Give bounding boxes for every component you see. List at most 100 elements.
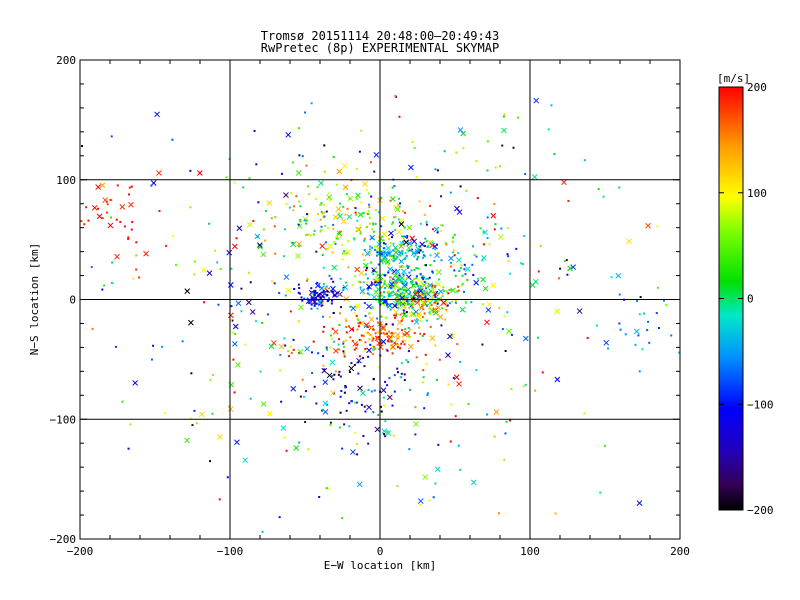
data-point-dot bbox=[321, 212, 324, 215]
data-point-x bbox=[335, 206, 342, 212]
data-point-dot bbox=[331, 290, 334, 293]
data-point-dot bbox=[648, 341, 651, 344]
data-point-dot bbox=[339, 230, 342, 233]
data-point-dot bbox=[291, 161, 294, 164]
data-point-dot bbox=[371, 339, 374, 342]
data-point-dot bbox=[405, 282, 408, 285]
data-point-x bbox=[576, 308, 583, 314]
data-point-x bbox=[348, 326, 355, 333]
data-point-x bbox=[386, 394, 393, 401]
data-point-x bbox=[359, 288, 366, 295]
data-point-dot bbox=[409, 388, 412, 391]
data-point-dot bbox=[510, 333, 513, 336]
data-point-dot bbox=[396, 304, 399, 307]
data-point-dot bbox=[390, 331, 393, 334]
data-point-dot bbox=[374, 222, 377, 225]
data-point-dot bbox=[279, 353, 282, 356]
data-point-dot bbox=[322, 296, 325, 299]
data-point-dot bbox=[295, 195, 298, 198]
data-point-dot bbox=[595, 324, 598, 327]
data-point-dot bbox=[284, 228, 287, 231]
data-point-x bbox=[392, 290, 399, 297]
data-point-dot bbox=[353, 312, 356, 315]
data-point-dot bbox=[440, 195, 443, 198]
data-point-dot bbox=[412, 296, 415, 299]
data-point-dot bbox=[400, 293, 403, 296]
data-point-x bbox=[533, 97, 540, 104]
data-point-dot bbox=[325, 248, 328, 251]
data-point-dot bbox=[421, 334, 424, 337]
data-point-dot bbox=[366, 280, 369, 283]
data-point-dot bbox=[436, 293, 439, 296]
data-point-dot bbox=[453, 269, 456, 272]
data-point-dot bbox=[388, 238, 391, 241]
data-point-dot bbox=[386, 292, 389, 295]
data-point-dot bbox=[389, 340, 392, 343]
data-point-x bbox=[184, 288, 191, 295]
data-point-dot bbox=[567, 199, 570, 202]
data-point-dot bbox=[405, 283, 408, 286]
data-point-dot bbox=[324, 241, 327, 244]
data-point-x bbox=[406, 224, 413, 231]
data-point-dot bbox=[547, 128, 550, 131]
data-point-dot bbox=[396, 344, 399, 347]
data-point-dot bbox=[342, 287, 345, 290]
data-point-dot bbox=[280, 172, 283, 175]
data-point-x bbox=[394, 206, 401, 213]
data-point-dot bbox=[381, 285, 384, 288]
data-point-dot bbox=[313, 294, 316, 297]
data-point-x bbox=[260, 401, 267, 408]
data-point-dot bbox=[284, 294, 287, 297]
data-point-dot bbox=[312, 233, 315, 236]
data-point-dot bbox=[428, 311, 431, 314]
data-point-dot bbox=[427, 284, 430, 287]
data-point-dot bbox=[409, 335, 412, 338]
data-point-dot bbox=[396, 203, 399, 206]
data-point-dot bbox=[437, 278, 440, 281]
data-point-dot bbox=[421, 276, 424, 279]
data-point-x bbox=[350, 449, 356, 455]
data-point-dot bbox=[414, 281, 417, 284]
data-point-dot bbox=[403, 235, 406, 238]
data-point-dot bbox=[370, 261, 373, 264]
data-point-x bbox=[322, 379, 329, 386]
data-point-dot bbox=[323, 368, 326, 371]
data-point-x bbox=[501, 127, 507, 134]
data-point-dot bbox=[459, 468, 462, 471]
data-point-dot bbox=[437, 443, 440, 446]
data-point-x bbox=[394, 331, 401, 338]
data-point-dot bbox=[330, 334, 333, 337]
data-point-dot bbox=[357, 322, 360, 325]
data-point-dot bbox=[431, 286, 434, 289]
data-point-dot bbox=[248, 177, 251, 180]
data-point-dot bbox=[444, 318, 447, 321]
data-point-dot bbox=[359, 232, 362, 235]
data-point-dot bbox=[415, 244, 418, 247]
data-point-dot bbox=[504, 432, 507, 435]
data-point-x bbox=[522, 335, 529, 342]
data-point-dot bbox=[355, 167, 358, 170]
data-point-dot bbox=[586, 337, 589, 340]
data-point-dot bbox=[334, 242, 337, 245]
data-point-dot bbox=[461, 282, 464, 285]
data-point-x bbox=[355, 226, 362, 233]
data-point-x bbox=[231, 243, 238, 250]
data-point-dot bbox=[106, 211, 109, 214]
data-point-dot bbox=[341, 517, 344, 520]
data-point-dot bbox=[417, 302, 420, 305]
data-point-dot bbox=[433, 309, 436, 312]
data-point-dot bbox=[110, 135, 113, 138]
data-point-dot bbox=[399, 347, 402, 350]
data-point-dot bbox=[423, 303, 426, 306]
data-point-dot bbox=[403, 311, 406, 314]
data-point-x bbox=[401, 268, 407, 275]
data-point-dot bbox=[452, 249, 455, 252]
data-point-x bbox=[413, 309, 419, 315]
data-point-dot bbox=[385, 323, 388, 326]
data-point-dot bbox=[283, 436, 286, 439]
data-point-dot bbox=[135, 268, 138, 271]
data-point-dot bbox=[602, 195, 605, 198]
data-point-dot bbox=[457, 285, 460, 288]
data-point-dot bbox=[343, 391, 346, 394]
data-point-x bbox=[480, 255, 487, 261]
